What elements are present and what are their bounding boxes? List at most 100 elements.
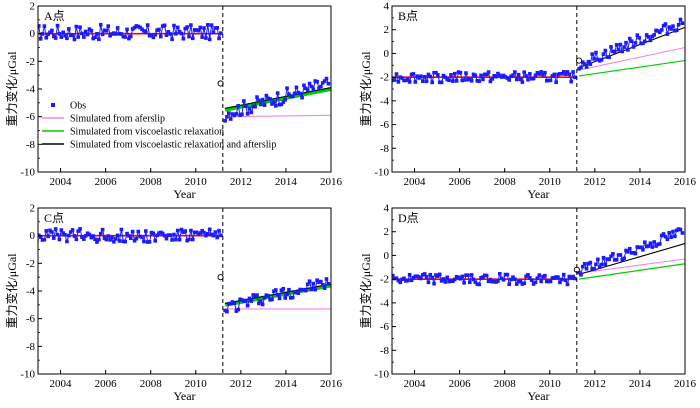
obs-point <box>392 78 397 82</box>
obs-point <box>89 28 94 33</box>
obs-point <box>112 31 116 35</box>
obs-point <box>202 26 206 30</box>
obs-point <box>95 240 99 244</box>
obs-point <box>460 78 465 83</box>
obs-point <box>584 65 589 69</box>
obs-point <box>494 74 498 79</box>
obs-point <box>102 28 107 33</box>
obs-point <box>317 280 321 284</box>
obs-point <box>85 32 90 37</box>
obs-point <box>469 78 474 83</box>
obs-point <box>484 72 489 77</box>
obs-point <box>656 242 660 247</box>
obs-point <box>529 278 534 283</box>
obs-point <box>436 274 440 278</box>
y-tick-label: -6 <box>26 111 36 123</box>
legend-marker-obs <box>51 103 55 107</box>
obs-point <box>238 297 242 302</box>
obs-point <box>166 29 171 34</box>
obs-point <box>38 24 41 28</box>
x-tick-label: 2012 <box>584 378 606 390</box>
obs-point <box>132 25 137 30</box>
obs-point <box>644 33 649 37</box>
obs-point <box>430 80 434 85</box>
obs-point <box>113 32 118 36</box>
obs-point <box>65 36 69 41</box>
obs-point <box>319 279 323 284</box>
obs-point <box>415 74 419 78</box>
obs-point <box>296 291 301 296</box>
obs-point <box>620 257 625 262</box>
obs-point <box>289 296 293 300</box>
y-tick-label: -4 <box>26 286 36 298</box>
obs-point <box>582 62 587 66</box>
obs-point <box>518 279 523 284</box>
obs-point <box>498 272 502 276</box>
obs-point <box>51 34 56 39</box>
obs-point <box>91 36 96 41</box>
obs-point <box>673 234 677 239</box>
x-tick-label: 2014 <box>629 378 652 390</box>
obs-point <box>264 293 269 297</box>
obs-point <box>518 77 523 82</box>
obs-point <box>404 279 408 283</box>
obs-point <box>38 37 43 41</box>
obs-point <box>599 262 604 267</box>
obs-point <box>142 29 146 33</box>
obs-point <box>215 26 219 30</box>
obs-point <box>637 245 641 250</box>
obs-point <box>451 79 455 83</box>
obs-point <box>516 279 521 284</box>
obs-point <box>526 77 530 82</box>
obs-point <box>614 43 619 47</box>
obs-point <box>83 29 88 34</box>
x-tick-label: 2010 <box>539 378 562 390</box>
obs-point <box>404 78 408 83</box>
obs-point <box>596 257 600 262</box>
y-axis-label: 重力变化/μGal <box>358 253 373 329</box>
obs-point <box>652 240 656 244</box>
obs-point <box>311 87 316 92</box>
obs-point <box>204 36 208 40</box>
obs-point <box>277 102 282 107</box>
obs-point <box>466 273 470 278</box>
x-tick-label: 2006 <box>95 176 118 188</box>
obs-point <box>443 75 448 80</box>
obs-point <box>200 228 204 233</box>
obs-point <box>520 282 525 286</box>
obs-point <box>110 235 114 240</box>
obs-point <box>63 33 67 38</box>
obs-point <box>490 77 495 81</box>
series-line-1 <box>225 114 331 118</box>
obs-point <box>67 27 71 31</box>
obs-point <box>213 230 218 234</box>
obs-point <box>153 32 157 37</box>
obs-point <box>479 276 483 280</box>
obs-point <box>674 28 679 33</box>
obs-point <box>400 76 404 80</box>
obs-point <box>247 296 252 301</box>
obs-point <box>445 77 450 82</box>
legend-label: Simulated from viscoelastic relaxation <box>70 127 224 138</box>
obs-point <box>302 83 306 88</box>
obs-point <box>394 276 399 281</box>
obs-point <box>665 32 670 36</box>
obs-point <box>61 30 65 35</box>
series-line-1 <box>578 46 685 71</box>
obs-point <box>535 70 540 75</box>
obs-point <box>392 276 397 281</box>
obs-point <box>198 25 203 30</box>
obs-point <box>611 251 615 256</box>
obs-point <box>669 235 673 240</box>
obs-point <box>544 279 549 284</box>
x-tick-label: 2004 <box>404 176 427 188</box>
obs-point <box>104 29 109 33</box>
obs-point <box>93 35 97 40</box>
obs-point <box>413 274 418 279</box>
obs-point <box>48 228 52 233</box>
obs-point <box>189 23 193 27</box>
obs-point <box>140 235 144 240</box>
obs-point <box>447 279 451 284</box>
obs-point <box>650 34 655 39</box>
obs-point <box>661 232 666 236</box>
